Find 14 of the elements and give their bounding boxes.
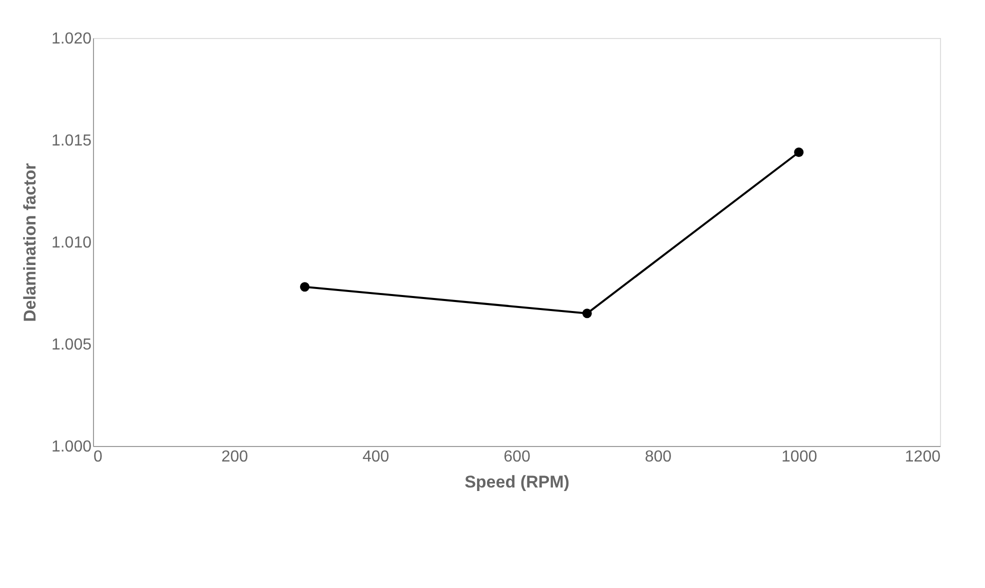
y-tick-label: 1.020 [51, 30, 92, 48]
y-tick-label: 1.015 [51, 132, 92, 150]
y-tick-label: 1.010 [51, 234, 92, 252]
x-tick-label: 1000 [782, 448, 818, 466]
x-tick-label: 800 [644, 448, 672, 466]
y-tick-label: 1.005 [51, 336, 92, 354]
x-tick-label: 200 [221, 448, 248, 466]
x-tick-label: 0 [94, 448, 102, 466]
y-axis-title: Delamination factor [20, 162, 40, 322]
x-tick-label: 1200 [904, 448, 941, 466]
x-axis-title: Speed (RPM) [464, 472, 570, 492]
x-tick-label: 400 [362, 448, 390, 466]
x-tick-label: 600 [504, 448, 530, 466]
y-tick-label: 1.000 [51, 438, 92, 456]
